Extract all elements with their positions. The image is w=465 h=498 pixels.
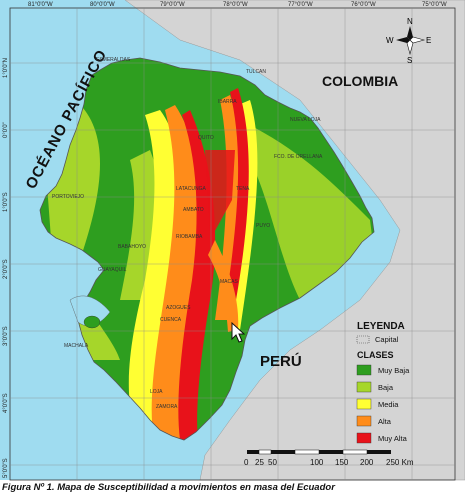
legend-title: LEYENDA [357,321,405,332]
lat-label-3s: 3°0'0"S [3,326,9,346]
legend-classes-title: CLASES [357,350,394,360]
city-tena: TENA [236,186,250,192]
compass-e: E [426,36,431,45]
city-coca: FCO. DE ORELLANA [274,154,323,160]
puna-island [83,315,101,329]
city-riobamba: RIOBAMBA [176,234,203,240]
city-loja: LOJA [150,389,163,395]
legend-swatch-muy-baja [356,364,372,376]
legend-label-muy-alta: Muy Alta [378,434,408,443]
legend-swatch-media [356,398,372,410]
lat-label-1n: 1°0'0"N [3,58,9,78]
city-ibarra: IBARRA [218,99,237,105]
scale-tick-250: 250 Km [386,458,414,467]
city-ambato: AMBATO [183,207,204,213]
city-guayaquil: GUAYAQUIL [98,267,127,273]
lat-label-0: 0°0'0" [3,122,9,138]
country-label-peru: PERÚ [260,352,302,370]
legend-label-alta: Alta [378,417,392,426]
city-tulcan: TULCAN [246,69,266,75]
city-babahoyo: BABAHOYO [118,244,146,250]
north-arrow-icon: N S E W [386,17,431,65]
lat-label-4s: 4°0'0"S [3,393,9,413]
compass-w: W [386,36,394,45]
scale-tick-150: 150 [335,458,349,467]
compass-n: N [407,17,413,26]
legend-label-baja: Baja [378,383,394,392]
legend-swatch-alta [356,415,372,427]
scale-tick-0: 0 [244,458,249,467]
mouse-pointer-icon [231,321,246,343]
lon-label-80w: 80°0'0"W [90,2,115,8]
legend-swatch-baja [356,381,372,393]
city-nueva-loja: NUEVA LOJA [290,117,321,123]
city-latacunga: LATACUNGA [176,186,206,192]
lon-label-81w: 81°0'0"W [28,2,53,8]
scale-tick-200: 200 [360,458,374,467]
legend-label-media: Media [378,400,399,409]
legend-swatch-muy-alta [356,432,372,444]
lon-label-78w: 78°0'0"W [223,2,248,8]
city-quito: QUITO [198,135,214,141]
lat-label-2s: 2°0'0"S [3,259,9,279]
lat-label-1s: 1°0'0"S [3,192,9,212]
city-macas: MACAS [220,279,238,285]
figure-caption: Figura Nº 1. Mapa de Susceptibilidad a m… [2,482,335,493]
city-esmeraldas: ESMERALDAS [96,57,131,63]
gulf-of-guayaquil [69,295,111,326]
scale-tick-25: 25 [255,458,264,467]
city-zamora: ZAMORA [156,404,178,410]
scale-bar: 0 25 50 100 150 200 250 Km [244,449,414,467]
city-azogues: AZOGUES [166,305,191,311]
legend: LEYENDA Capital CLASES Muy Baja Baja Med… [356,321,410,444]
lon-label-75w: 75°0'0"W [422,2,447,8]
lon-label-76w: 76°0'0"W [351,2,376,8]
legend-label-muy-baja: Muy Baja [378,366,410,375]
legend-capital-label: Capital [375,335,399,344]
city-puyo: PUYO [256,223,270,229]
compass-s: S [407,56,412,65]
ecuador-border [39,57,375,441]
capital-swatch [356,335,370,344]
scale-tick-50: 50 [268,458,277,467]
country-label-colombia: COLOMBIA [322,73,398,89]
city-portoviejo: PORTOVIEJO [52,194,84,200]
scale-tick-100: 100 [310,458,324,467]
lon-label-79w: 79°0'0"W [160,2,185,8]
city-machala: MACHALA [64,343,89,349]
lon-label-77w: 77°0'0"W [288,2,313,8]
city-cuenca: CUENCA [160,317,182,323]
city-labels: ESMERALDAS TULCAN IBARRA NUEVA LOJA QUIT… [52,57,323,410]
graticule [9,7,456,481]
lat-label-5s: 5°0'0"S [3,458,9,478]
